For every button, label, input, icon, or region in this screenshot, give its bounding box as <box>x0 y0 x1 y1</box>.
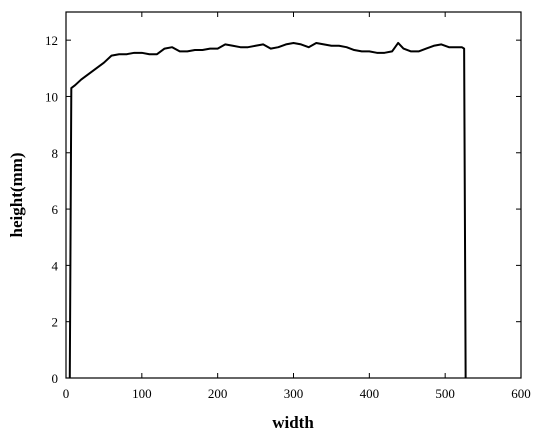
y-tick-label: 10 <box>45 89 58 104</box>
x-tick-label: 300 <box>284 386 304 401</box>
x-tick-label: 500 <box>435 386 455 401</box>
y-axis-title: height(mm) <box>7 153 26 238</box>
y-tick-label: 6 <box>52 202 59 217</box>
y-tick-label: 0 <box>52 371 59 386</box>
x-axis-title: width <box>272 413 314 432</box>
y-tick-label: 8 <box>52 146 59 161</box>
plot-frame <box>65 11 522 379</box>
x-tick-label: 200 <box>208 386 228 401</box>
y-tick-label: 4 <box>52 258 59 273</box>
y-tick-label: 12 <box>45 33 58 48</box>
x-tick-label: 0 <box>63 386 70 401</box>
y-tick-label: 2 <box>52 315 59 330</box>
x-tick-label: 600 <box>511 386 531 401</box>
data-line <box>68 41 467 379</box>
x-tick-label: 400 <box>360 386 380 401</box>
x-tick-label: 100 <box>132 386 152 401</box>
